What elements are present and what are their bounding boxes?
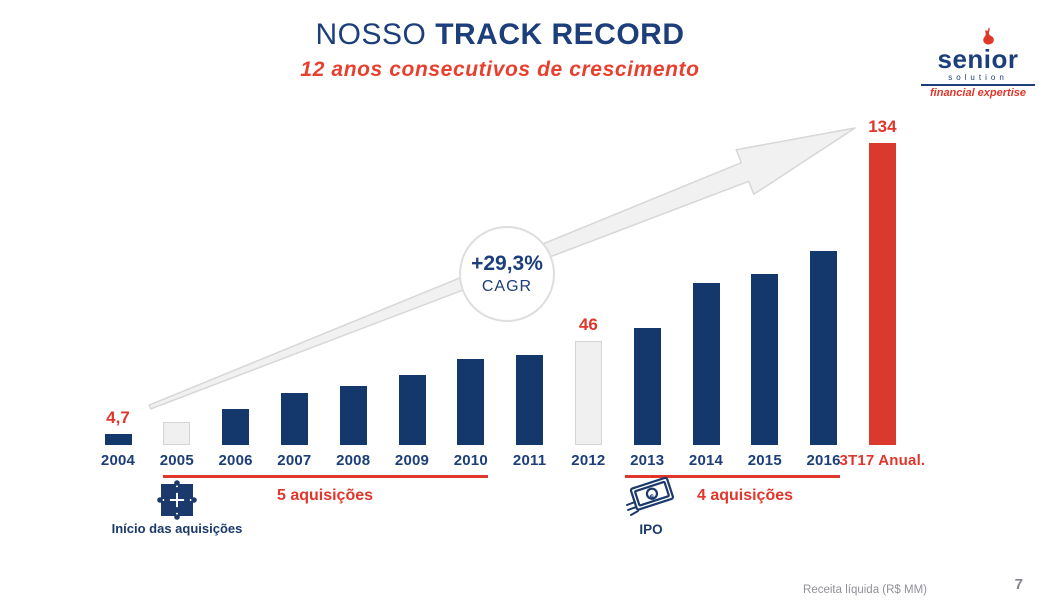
header: NOSSO TRACK RECORD 12 anos consecutivos … — [0, 18, 1000, 82]
cagr-badge: +29,3% CAGR — [459, 226, 555, 322]
page-number: 7 — [1014, 576, 1023, 593]
bar-2011 — [516, 355, 544, 445]
logo-tagline: financial expertise — [930, 87, 1026, 99]
puzzle-icon — [157, 480, 197, 520]
x-axis-label-2013: 2013 — [630, 452, 665, 469]
x-axis-label-3t17-anual.: 3T17 Anual. — [839, 452, 926, 469]
page-title-regular: NOSSO — [315, 18, 436, 51]
cagr-value: +29,3% — [471, 252, 543, 275]
x-axis-label-2006: 2006 — [218, 452, 253, 469]
bar-2012 — [574, 341, 602, 445]
bar-3t17-anual. — [868, 143, 896, 445]
x-axis-label-2016: 2016 — [806, 452, 841, 469]
x-axis-label-2009: 2009 — [394, 452, 430, 469]
bar-value-label-2012: 46 — [578, 315, 598, 334]
logo-divider — [921, 84, 1035, 86]
page-title: NOSSO TRACK RECORD — [0, 18, 1000, 52]
x-axis-label-2008: 2008 — [336, 452, 371, 469]
bar-2007 — [280, 393, 308, 445]
x-axis-label-2004: 2004 — [100, 452, 136, 469]
x-axis-label-2014: 2014 — [688, 452, 724, 469]
bar-2004 — [104, 434, 132, 445]
x-axis-label-2005: 2005 — [159, 452, 194, 469]
milestone-ipo-label: IPO — [639, 522, 663, 537]
flame-icon — [983, 27, 994, 45]
money-ipo-icon: $ — [626, 476, 675, 516]
chart-unit-note: Receita líquida (R$ MM) — [803, 584, 927, 596]
bar-2010 — [457, 359, 485, 445]
logo-name: senior — [937, 44, 1019, 74]
bar-2013 — [633, 328, 661, 445]
company-logo: senior solution financial expertise — [919, 24, 1037, 99]
bar-2005 — [163, 422, 191, 445]
x-axis-label-2007: 2007 — [277, 452, 312, 469]
bar-2008 — [339, 386, 367, 445]
bar-2006 — [222, 409, 250, 445]
acquisitions-left-label: 5 aquisições — [276, 487, 374, 504]
acquisitions-left-underline — [163, 475, 488, 478]
cagr-label: CAGR — [481, 278, 533, 295]
svg-text:$: $ — [649, 492, 657, 502]
x-axis-label-2010: 2010 — [453, 452, 488, 469]
bar-2015 — [751, 274, 779, 445]
bar-2009 — [398, 375, 426, 445]
milestone-start-label: Início das aquisições — [111, 521, 243, 536]
acquisitions-right-underline — [625, 475, 840, 478]
x-axis-label-2015: 2015 — [747, 452, 782, 469]
bar-2016 — [810, 251, 838, 445]
page-subtitle: 12 anos consecutivos de crescimento — [300, 58, 700, 81]
bar-value-label-3t17-anual.: 134 — [868, 117, 897, 136]
logo-subname: solution — [948, 73, 1008, 82]
bar-2014 — [692, 283, 720, 445]
x-axis-label-2011: 2011 — [512, 452, 547, 469]
bar-value-label-2004: 4,7 — [106, 408, 130, 427]
x-axis-label-2012: 2012 — [571, 452, 606, 469]
acquisitions-right-label: 4 aquisições — [696, 487, 794, 504]
page-title-bold: TRACK RECORD — [435, 18, 685, 51]
